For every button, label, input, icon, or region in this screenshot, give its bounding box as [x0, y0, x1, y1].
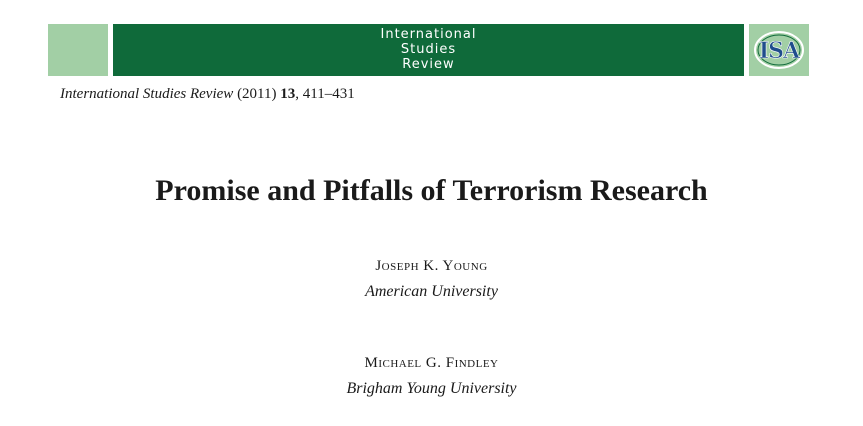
citation-line: International Studies Review (2011) 13, … [60, 86, 355, 103]
citation-journal: International Studies Review [60, 86, 234, 102]
banner-left-block [48, 24, 108, 76]
author-affiliation: American University [365, 283, 498, 300]
journal-banner-line-1: International [380, 27, 477, 42]
article-title: Promise and Pitfalls of Terrorism Resear… [155, 174, 708, 207]
citation-volume: 13 [280, 86, 296, 102]
citation-year: (2011) [237, 86, 277, 102]
isa-logo-icon: ISA [754, 31, 804, 69]
isa-logo: ISA [749, 24, 809, 76]
journal-banner-line-2: Studies [400, 42, 457, 57]
isa-logo-text: ISA [759, 38, 801, 64]
author-name: Michael G. Findley [364, 355, 499, 371]
citation-pages: , 411–431 [295, 86, 355, 102]
journal-banner-line-3: Review [402, 57, 455, 72]
author-affiliation: Brigham Young University [346, 380, 517, 397]
author-name: Joseph K. Young [375, 258, 488, 274]
journal-banner: International Studies Review [113, 24, 744, 76]
